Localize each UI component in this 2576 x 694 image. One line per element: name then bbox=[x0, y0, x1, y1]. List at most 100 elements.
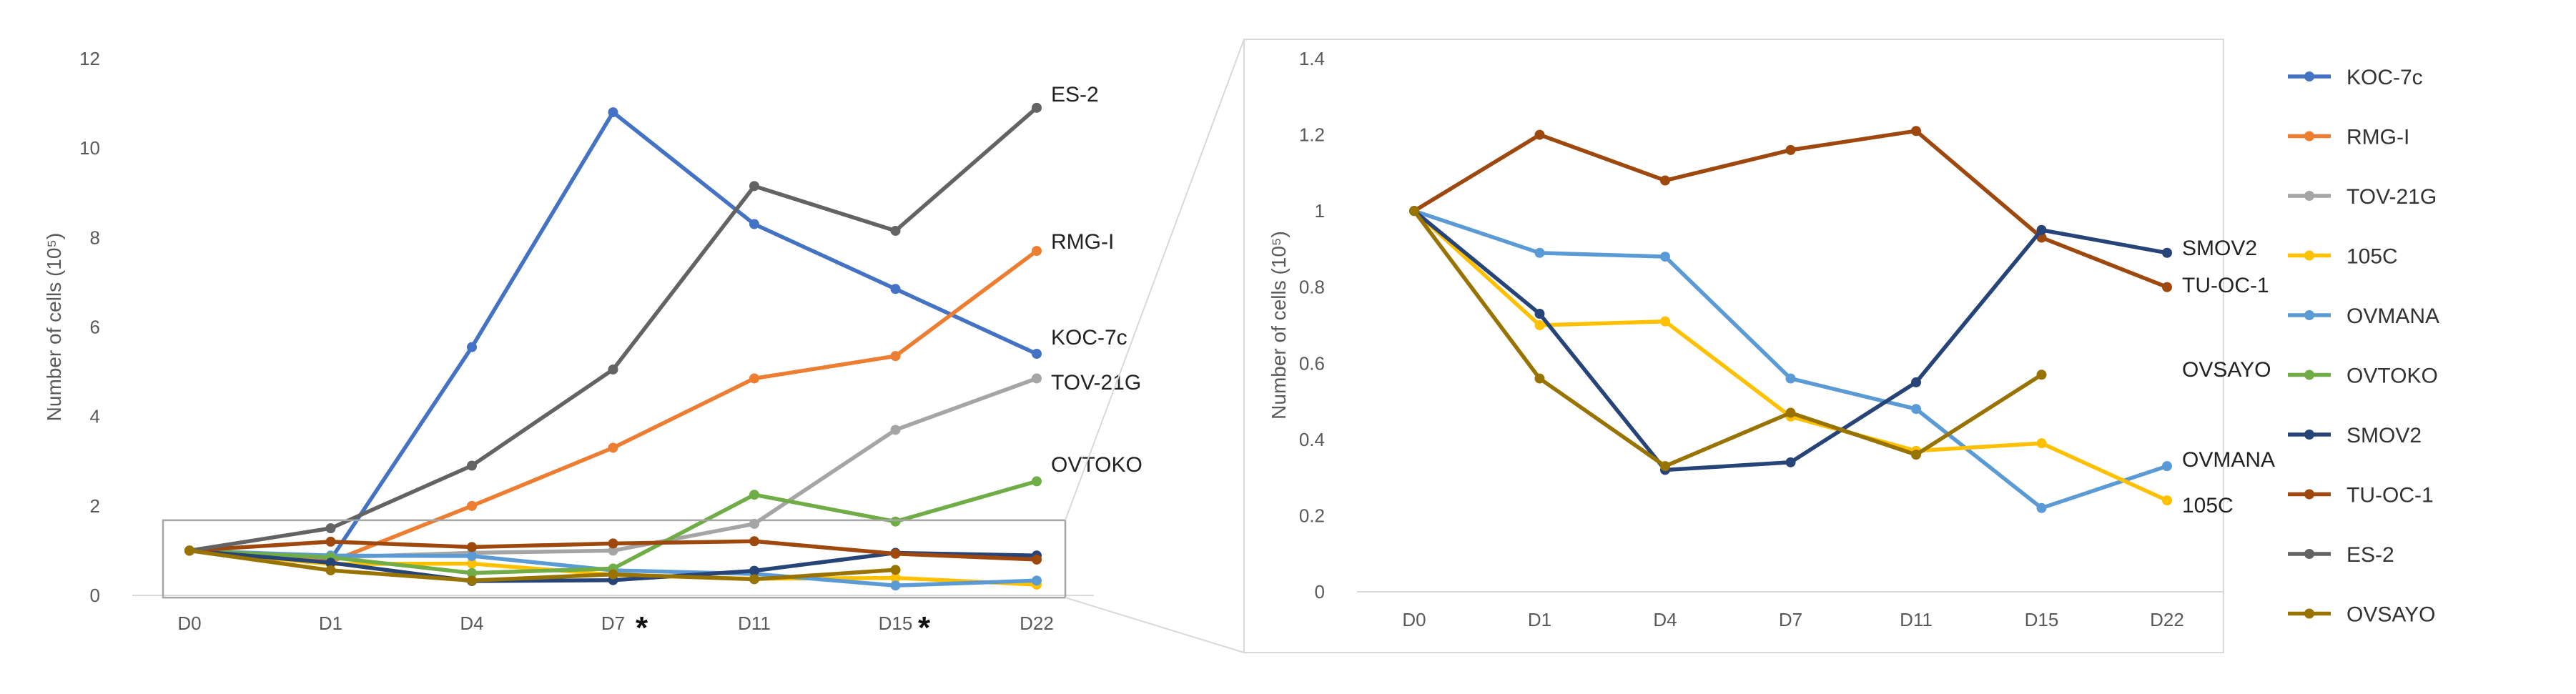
full-xtick-label-d15: D15 bbox=[879, 613, 913, 634]
full-point-koc-7c-d7 bbox=[608, 107, 618, 118]
zoom-ytick-label: 1 bbox=[1315, 200, 1325, 222]
full-series-line-es-2 bbox=[187, 106, 1039, 553]
zoom-ytick-label: 0.4 bbox=[1299, 429, 1325, 450]
full-end-label-koc-7c: KOC-7c bbox=[1051, 326, 1127, 350]
zoom-point-ovsayo-d11 bbox=[1911, 450, 1921, 460]
legend-label: SMOV2 bbox=[2346, 424, 2422, 447]
zoom-series-line-ovsayo bbox=[1412, 209, 2044, 468]
zoom-point-smov2-d22 bbox=[2162, 247, 2172, 258]
legend-label: OVMANA bbox=[2346, 304, 2439, 328]
legend: KOC-7c RMG-I TOV-21G 105C OVMANA OVTOKO SMOV2 T… bbox=[2288, 66, 2439, 627]
full-series-ovsayo bbox=[184, 545, 901, 586]
full-ytick-label: 2 bbox=[90, 495, 100, 517]
full-point-105c-d15 bbox=[890, 572, 901, 583]
legend-swatch-marker bbox=[2304, 310, 2314, 320]
full-point-105c-d4 bbox=[467, 558, 477, 569]
full-point-tu-oc-1-d22 bbox=[1032, 554, 1042, 565]
full-point-ovmana-d4 bbox=[467, 550, 477, 561]
zoom-point-ovmana-d7 bbox=[1785, 373, 1796, 384]
full-point-ovsayo-d15 bbox=[890, 565, 901, 575]
zoom-point-105c-d22 bbox=[2162, 495, 2172, 506]
zoom-point-smov2-d1 bbox=[1534, 309, 1545, 319]
zoomed-chart-frame bbox=[1243, 39, 2224, 653]
full-end-label-tov-21g: TOV-21G bbox=[1051, 371, 1141, 395]
zoom-point-ovsayo-d0 bbox=[1409, 206, 1419, 217]
full-point-es-2-d4 bbox=[467, 460, 477, 471]
full-point-ovtoko-d15 bbox=[890, 516, 901, 527]
zoom-point-tu-oc-1-d22 bbox=[2162, 282, 2172, 292]
full-point-rmg-i-d4 bbox=[467, 500, 477, 511]
zoom-series-ovsayo: OVSAYO bbox=[1409, 206, 2271, 472]
legend-label: OVTOKO bbox=[2346, 365, 2438, 388]
full-point-ovsayo-d11 bbox=[749, 574, 759, 585]
full-point-rmg-i-d7 bbox=[608, 442, 618, 453]
full-xtick-label-d0: D0 bbox=[177, 613, 201, 634]
full-point-tu-oc-1-d11 bbox=[749, 536, 759, 547]
full-ytick-label: 0 bbox=[90, 585, 100, 606]
zoom-ytick-label: 0.8 bbox=[1299, 277, 1325, 298]
legend-item-smov2: SMOV2 bbox=[2288, 424, 2422, 447]
full-point-ovtoko-d11 bbox=[749, 490, 759, 500]
legend-swatch-marker bbox=[2304, 71, 2314, 81]
full-ytick-label: 8 bbox=[90, 227, 100, 248]
legend-label: OVSAYO bbox=[2346, 603, 2435, 627]
zoom-xtick-label-d7: D7 bbox=[1779, 609, 1802, 630]
zoom-point-ovmana-d22 bbox=[2162, 461, 2172, 472]
zoom-point-tu-oc-1-d11 bbox=[1911, 126, 1921, 137]
zoom-end-label-smov2: SMOV2 bbox=[2182, 237, 2257, 260]
zoom-xtick-label-d11: D11 bbox=[1900, 609, 1933, 630]
full-end-label-ovtoko: OVTOKO bbox=[1051, 453, 1143, 477]
legend-item-koc-7c: KOC-7c bbox=[2288, 66, 2423, 89]
full-series-tu-oc-1 bbox=[184, 536, 1042, 565]
full-xtick-label-d4: D4 bbox=[460, 613, 483, 634]
zoom-point-smov2-d11 bbox=[1911, 377, 1921, 387]
full-point-tov-21g-d11 bbox=[749, 518, 759, 529]
legend-label: TOV-21G bbox=[2346, 185, 2437, 209]
full-end-label-es-2: ES-2 bbox=[1051, 83, 1099, 106]
full-series-line-koc-7c bbox=[187, 110, 1039, 562]
zoom-point-smov2-d7 bbox=[1785, 457, 1796, 467]
zoom-ytick-label: 1.2 bbox=[1299, 124, 1325, 146]
full-xtick-label-d7: D7 bbox=[601, 613, 625, 634]
full-point-tu-oc-1-d7 bbox=[608, 538, 618, 549]
zoom-point-ovsayo-d7 bbox=[1785, 407, 1796, 418]
full-point-rmg-i-d22 bbox=[1032, 246, 1042, 257]
full-point-smov2-d11 bbox=[749, 565, 759, 576]
full-xtick-label-d11: D11 bbox=[738, 613, 771, 634]
full-y-axis-title: Number of cells (10⁵) bbox=[43, 233, 65, 422]
full-point-koc-7c-d4 bbox=[467, 342, 477, 352]
legend-item-105c: 105C bbox=[2288, 245, 2398, 269]
full-series-rmg-i: RMG-I bbox=[184, 230, 1114, 567]
significance-star-d7: * bbox=[636, 610, 648, 645]
legend-item-es-2: ES-2 bbox=[2288, 543, 2394, 567]
zoom-point-105c-d15 bbox=[2036, 438, 2047, 449]
zoom-ytick-label: 0.2 bbox=[1299, 505, 1325, 526]
zoom-ytick-label: 0 bbox=[1315, 581, 1325, 603]
zoom-connector-line-bottom bbox=[1065, 597, 1245, 653]
zoom-end-label-ovsayo: OVSAYO bbox=[2182, 358, 2271, 382]
full-point-tov-21g-d15 bbox=[890, 425, 901, 435]
legend-item-ovtoko: OVTOKO bbox=[2288, 365, 2438, 388]
zoom-point-105c-d4 bbox=[1660, 316, 1670, 327]
zoom-series-ovmana: OVMANA bbox=[1409, 206, 2275, 513]
full-point-ovmana-d22 bbox=[1032, 575, 1042, 586]
legend-item-ovsayo: OVSAYO bbox=[2288, 603, 2435, 627]
full-point-ovsayo-d7 bbox=[608, 569, 618, 580]
full-ytick-label: 10 bbox=[79, 137, 100, 159]
full-xtick-label-d22: D22 bbox=[1020, 613, 1054, 634]
full-point-tu-oc-1-d1 bbox=[325, 536, 336, 547]
zoom-xtick-label-d0: D0 bbox=[1402, 609, 1426, 630]
zoom-xtick-label-d22: D22 bbox=[2150, 609, 2184, 630]
full-point-es-2-d22 bbox=[1032, 102, 1042, 113]
full-point-rmg-i-d11 bbox=[749, 373, 759, 384]
full-point-ovtoko-d4 bbox=[467, 567, 477, 578]
zoom-point-ovsayo-d1 bbox=[1534, 373, 1545, 384]
zoom-end-label-tu-oc-1: TU-OC-1 bbox=[2182, 274, 2269, 297]
full-point-koc-7c-d22 bbox=[1032, 349, 1042, 360]
zoom-end-label-105c: 105C bbox=[2182, 494, 2234, 517]
significance-star-d15: * bbox=[918, 610, 931, 645]
full-point-ovmana-d15 bbox=[890, 580, 901, 591]
legend-label: 105C bbox=[2346, 245, 2398, 269]
legend-label: TU-OC-1 bbox=[2346, 484, 2434, 507]
